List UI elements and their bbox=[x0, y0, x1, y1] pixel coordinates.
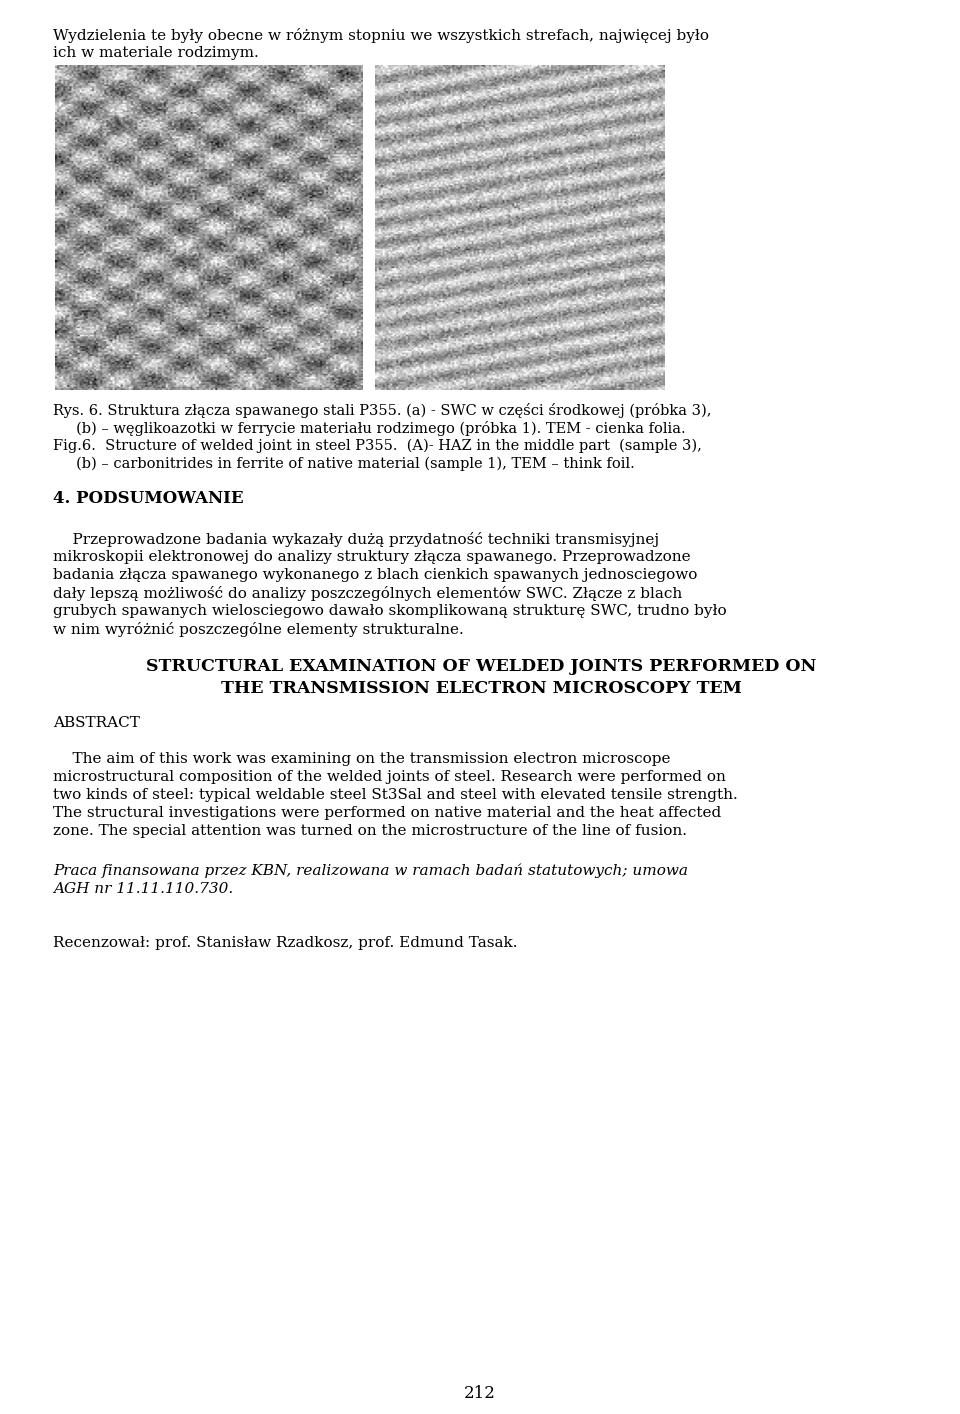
Text: 4. PODSUMOWANIE: 4. PODSUMOWANIE bbox=[53, 491, 244, 508]
Text: Recenzował: prof. Stanisław Rzadkosz, prof. Edmund Tasak.: Recenzował: prof. Stanisław Rzadkosz, pr… bbox=[53, 936, 517, 950]
Text: zone. The special attention was turned on the microstructure of the line of fusi: zone. The special attention was turned o… bbox=[53, 824, 687, 839]
Text: THE TRANSMISSION ELECTRON MICROSCOPY TEM: THE TRANSMISSION ELECTRON MICROSCOPY TEM bbox=[221, 680, 742, 697]
Text: (b) – węglikoazotki w ferrycie materiału rodzimego (próbka 1). TEM - cienka foli: (b) – węglikoazotki w ferrycie materiału… bbox=[53, 421, 685, 436]
Text: a): a) bbox=[65, 76, 82, 93]
Text: microstructural composition of the welded joints of steel. Research were perform: microstructural composition of the welde… bbox=[53, 771, 726, 783]
Text: The structural investigations were performed on native material and the heat aff: The structural investigations were perfo… bbox=[53, 806, 721, 820]
Text: 212: 212 bbox=[464, 1384, 496, 1403]
Text: ABSTRACT: ABSTRACT bbox=[53, 715, 140, 730]
Text: (b) – carbonitrides in ferrite of native material (sample 1), TEM – think foil.: (b) – carbonitrides in ferrite of native… bbox=[53, 457, 635, 471]
Text: b): b) bbox=[385, 76, 402, 93]
Text: 1 μm: 1 μm bbox=[593, 338, 630, 352]
Text: Rys. 6. Struktura złącza spawanego stali P355. (a) - SWC w części środkowej (pró: Rys. 6. Struktura złącza spawanego stali… bbox=[53, 403, 711, 419]
Text: w nim wyróżnić poszczególne elementy strukturalne.: w nim wyróżnić poszczególne elementy str… bbox=[53, 622, 464, 636]
Text: Wydzielenia te były obecne w różnym stopniu we wszystkich strefach, najwięcej by: Wydzielenia te były obecne w różnym stop… bbox=[53, 28, 709, 42]
Text: two kinds of steel: typical weldable steel St3Sal and steel with elevated tensil: two kinds of steel: typical weldable ste… bbox=[53, 788, 737, 802]
Text: mikroskopii elektronowej do analizy struktury złącza spawanego. Przeprowadzone: mikroskopii elektronowej do analizy stru… bbox=[53, 550, 690, 564]
Text: badania złącza spawanego wykonanego z blach cienkich spawanych jednosciegowo: badania złącza spawanego wykonanego z bl… bbox=[53, 568, 697, 583]
Text: STRUCTURAL EXAMINATION OF WELDED JOINTS PERFORMED ON: STRUCTURAL EXAMINATION OF WELDED JOINTS … bbox=[146, 658, 817, 674]
Text: Przeprowadzone badania wykazały dużą przydatność techniki transmisyjnej: Przeprowadzone badania wykazały dużą prz… bbox=[53, 532, 660, 547]
Text: ich w materiale rodzimym.: ich w materiale rodzimym. bbox=[53, 47, 259, 59]
Text: Praca finansowana przez KBN, realizowana w ramach badań statutowych; umowa: Praca finansowana przez KBN, realizowana… bbox=[53, 864, 688, 878]
Text: AGH nr 11.11.110.730.: AGH nr 11.11.110.730. bbox=[53, 881, 233, 895]
Text: grubych spawanych wielosciegowo dawało skomplikowaną strukturę SWC, trudno było: grubych spawanych wielosciegowo dawało s… bbox=[53, 604, 727, 618]
Text: dały lepszą możliwość do analizy poszczególnych elementów SWC. Złącze z blach: dały lepszą możliwość do analizy poszcze… bbox=[53, 585, 683, 601]
Text: Fig.6.  Structure of welded joint in steel P355.  (A)- HAZ in the middle part  (: Fig.6. Structure of welded joint in stee… bbox=[53, 438, 702, 454]
Text: The aim of this work was examining on the transmission electron microscope: The aim of this work was examining on th… bbox=[53, 752, 670, 766]
Text: 1 μm: 1 μm bbox=[242, 338, 278, 352]
